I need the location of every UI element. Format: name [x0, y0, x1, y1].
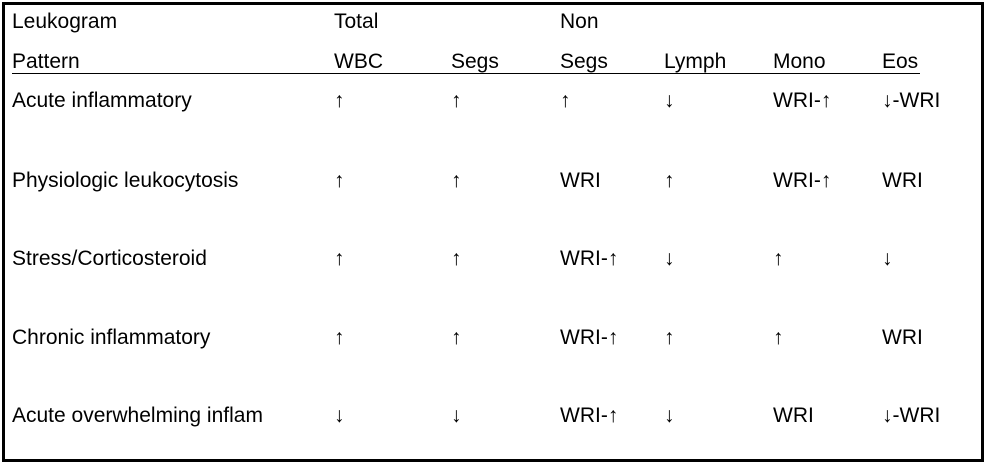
- row-label: Chronic inflammatory: [12, 326, 211, 349]
- row-label: Acute inflammatory: [12, 89, 192, 112]
- table-cell: WRI-↑: [560, 326, 619, 349]
- column-header: Total: [334, 10, 379, 33]
- table-cell: ↑: [773, 247, 784, 270]
- row-label: Stress/Corticosteroid: [12, 247, 207, 270]
- table-cell: ↓-WRI: [882, 89, 941, 112]
- column-header: Segs: [560, 50, 608, 73]
- table-cell: ↓: [451, 404, 462, 427]
- table-cell: WRI-↑: [773, 169, 832, 192]
- table-cell: ↓: [664, 247, 675, 270]
- column-header: Pattern: [12, 50, 80, 73]
- table-cell: ↑: [334, 247, 345, 270]
- table-cell: ↑: [451, 326, 462, 349]
- row-label: Acute overwhelming inflam: [12, 404, 263, 427]
- column-header: Segs: [451, 50, 499, 73]
- table-cell: WRI: [882, 169, 923, 192]
- table-cell: ↓: [664, 404, 675, 427]
- table-cell: ↑: [664, 169, 675, 192]
- table-cell: ↑: [451, 89, 462, 112]
- column-header: WBC: [334, 50, 383, 73]
- table-cell: WRI-↑: [773, 89, 832, 112]
- table-cell: WRI: [882, 326, 923, 349]
- table-cell: ↑: [334, 89, 345, 112]
- table-cell: ↑: [334, 326, 345, 349]
- table-cell: ↑: [773, 326, 784, 349]
- table-cell: ↑: [664, 326, 675, 349]
- table-cell: ↓-WRI: [882, 404, 941, 427]
- column-header: Leukogram: [12, 10, 118, 33]
- table-cell: WRI: [773, 404, 814, 427]
- column-header: Eos: [882, 50, 919, 73]
- row-label: Physiologic leukocytosis: [12, 169, 239, 192]
- table-cell: ↓: [882, 247, 893, 270]
- table-cell: ↑: [334, 169, 345, 192]
- table-cell: ↓: [334, 404, 345, 427]
- table-cell: ↑: [451, 247, 462, 270]
- column-header: Lymph: [664, 50, 727, 73]
- column-header: Non: [560, 10, 599, 33]
- header-rule: [12, 73, 920, 74]
- column-header: Mono: [773, 50, 826, 73]
- table-cell: ↓: [664, 89, 675, 112]
- table-cell: WRI: [560, 169, 601, 192]
- table-cell: ↑: [451, 169, 462, 192]
- table-cell: WRI-↑: [560, 247, 619, 270]
- table-cell: ↑: [560, 89, 571, 112]
- table-cell: WRI-↑: [560, 404, 619, 427]
